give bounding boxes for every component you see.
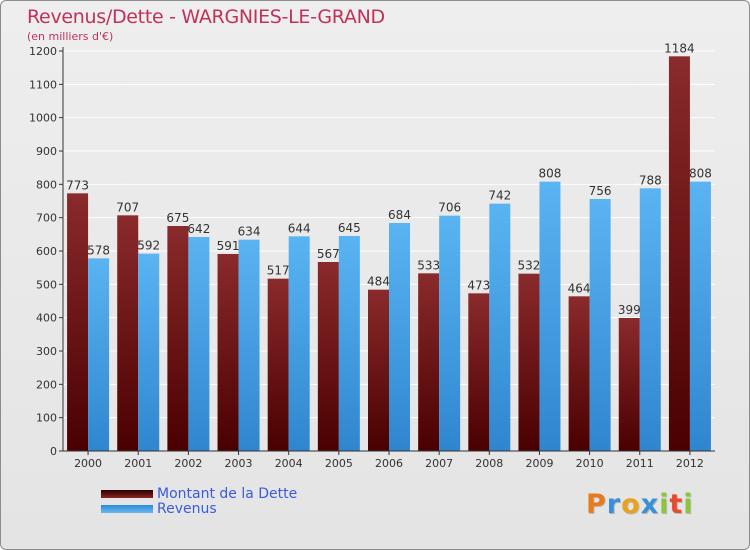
bar-revenue — [88, 258, 110, 451]
bar-revenue — [489, 203, 511, 451]
logo-letter: i — [683, 489, 694, 520]
y-tick-label: 1100 — [29, 78, 57, 91]
bar-debt — [167, 226, 189, 451]
axes: 0 100 200 300 400 500 600 700 800 900 1000 1100 1200… — [29, 45, 715, 470]
legend-item-revenue: Revenus — [101, 501, 217, 517]
y-tick-label: 600 — [36, 245, 57, 258]
data-label: 592 — [137, 239, 160, 253]
proxiti-logo: Proxiti — [586, 489, 694, 520]
x-tick-label: 2007 — [425, 457, 453, 470]
bar-revenue — [188, 237, 210, 451]
legend-label-revenue: Revenus — [157, 501, 217, 517]
data-label: 1184 — [664, 41, 695, 55]
y-tick-label: 0 — [50, 445, 57, 458]
data-label: 567 — [317, 247, 340, 261]
logo-letter: r — [606, 489, 622, 520]
bar-debt — [67, 193, 89, 452]
x-tick-label: 2001 — [124, 457, 152, 470]
bar-revenue — [238, 239, 260, 451]
bar-debt — [618, 318, 640, 451]
y-tick-label: 1000 — [29, 112, 57, 125]
bar-revenue — [689, 181, 711, 451]
bar-revenue — [589, 199, 611, 451]
y-tick-label: 1200 — [29, 45, 57, 58]
x-tick-label: 2000 — [74, 457, 102, 470]
x-tick-label: 2012 — [676, 457, 704, 470]
data-label: 634 — [238, 225, 261, 239]
data-label: 773 — [66, 178, 89, 192]
bar-debt — [568, 296, 590, 451]
bar-debt — [217, 254, 239, 451]
bar-revenue — [288, 236, 310, 451]
x-tick-label: 2010 — [576, 457, 604, 470]
data-label: 532 — [518, 259, 541, 273]
bar-revenue — [439, 215, 461, 451]
y-tick-label: 800 — [36, 178, 57, 191]
data-label: 644 — [288, 221, 311, 235]
bar-revenue — [138, 253, 160, 451]
bar-debt — [418, 273, 440, 451]
data-label: 808 — [689, 167, 712, 181]
data-label: 706 — [438, 201, 461, 215]
y-tick-label: 100 — [36, 412, 57, 425]
data-label: 808 — [539, 167, 562, 181]
x-tick-label: 2006 — [375, 457, 403, 470]
y-tick-label: 500 — [36, 278, 57, 291]
y-tick-label: 700 — [36, 212, 57, 225]
legend-item-debt: Montant de la Dette — [101, 486, 297, 502]
data-label: 533 — [417, 258, 440, 272]
y-tick-label: 200 — [36, 378, 57, 391]
y-tick-label: 400 — [36, 312, 57, 325]
x-tick-label: 2003 — [225, 457, 253, 470]
data-label: 473 — [467, 278, 490, 292]
data-label: 645 — [338, 221, 361, 235]
data-label: 399 — [618, 303, 641, 317]
bar-debt — [267, 278, 289, 451]
logo-letter: P — [586, 489, 607, 520]
logo-letter: x — [640, 489, 660, 520]
x-tick-label: 2011 — [626, 457, 654, 470]
bar-revenue — [539, 181, 561, 451]
data-label: 742 — [488, 189, 511, 203]
bar-revenue — [639, 188, 661, 452]
data-label: 591 — [217, 239, 240, 253]
chart-subtitle: (en milliers d'€) — [27, 30, 114, 43]
data-label: 484 — [367, 275, 390, 289]
data-label: 756 — [589, 184, 612, 198]
x-tick-label: 2002 — [174, 457, 202, 470]
logo-letter: i — [659, 489, 670, 520]
data-label: 578 — [87, 243, 110, 257]
logo-letter: t — [669, 489, 684, 520]
logo-letter: o — [621, 489, 641, 520]
x-tick-label: 2004 — [275, 457, 303, 470]
bar-debt — [468, 293, 490, 451]
data-label: 788 — [639, 173, 662, 187]
data-label: 707 — [116, 200, 139, 214]
data-label: 642 — [187, 222, 210, 236]
legend-swatch-debt — [101, 490, 153, 498]
bar-revenue — [389, 223, 410, 451]
bar-debt — [317, 262, 339, 451]
bar-debt — [668, 56, 690, 451]
y-tick-label: 900 — [36, 145, 57, 158]
chart-title: Revenus/Dette - WARGNIES-LE-GRAND — [27, 6, 385, 28]
bar-debt — [518, 273, 540, 451]
bars — [67, 56, 711, 452]
x-tick-label: 2009 — [525, 457, 553, 470]
data-label: 684 — [388, 208, 411, 222]
x-tick-label: 2005 — [325, 457, 353, 470]
legend-label-debt: Montant de la Dette — [157, 486, 298, 502]
data-label: 517 — [267, 264, 290, 278]
y-tick-label: 300 — [36, 345, 57, 358]
bar-debt — [368, 289, 389, 451]
data-label: 464 — [568, 281, 591, 295]
bar-revenue — [338, 236, 360, 451]
data-label: 675 — [166, 211, 189, 225]
x-tick-label: 2008 — [475, 457, 503, 470]
bar-debt — [117, 215, 139, 451]
legend-swatch-revenue — [101, 505, 153, 513]
